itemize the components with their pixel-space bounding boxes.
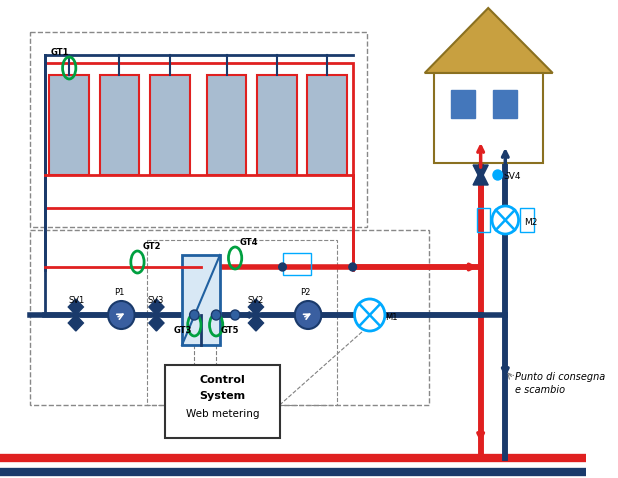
Circle shape bbox=[190, 310, 199, 320]
Text: M2: M2 bbox=[524, 218, 538, 227]
Polygon shape bbox=[473, 170, 488, 185]
Circle shape bbox=[349, 263, 357, 271]
Text: System: System bbox=[200, 391, 246, 401]
Text: SV2: SV2 bbox=[247, 296, 264, 305]
Text: GT5: GT5 bbox=[221, 326, 239, 335]
Text: P1: P1 bbox=[114, 288, 124, 297]
Circle shape bbox=[295, 301, 321, 329]
Polygon shape bbox=[248, 315, 263, 331]
Circle shape bbox=[492, 206, 519, 234]
Text: GT3: GT3 bbox=[174, 326, 192, 335]
FancyBboxPatch shape bbox=[307, 75, 347, 175]
FancyBboxPatch shape bbox=[49, 75, 89, 175]
FancyBboxPatch shape bbox=[434, 73, 543, 163]
FancyBboxPatch shape bbox=[166, 365, 280, 437]
Polygon shape bbox=[68, 299, 83, 315]
Text: GT1: GT1 bbox=[50, 48, 69, 57]
Text: Web metering: Web metering bbox=[186, 409, 260, 419]
Text: SV4: SV4 bbox=[504, 172, 521, 181]
FancyBboxPatch shape bbox=[451, 90, 475, 118]
FancyBboxPatch shape bbox=[150, 75, 190, 175]
Text: SV1: SV1 bbox=[68, 296, 85, 305]
Polygon shape bbox=[68, 315, 83, 331]
Circle shape bbox=[108, 301, 135, 329]
Circle shape bbox=[231, 310, 240, 320]
Circle shape bbox=[355, 299, 385, 331]
Text: GT2: GT2 bbox=[142, 242, 161, 251]
FancyBboxPatch shape bbox=[206, 75, 247, 175]
Text: Punto di consegna: Punto di consegna bbox=[515, 372, 605, 382]
Polygon shape bbox=[473, 165, 488, 180]
Circle shape bbox=[279, 263, 286, 271]
Circle shape bbox=[211, 310, 221, 320]
Text: Control: Control bbox=[200, 375, 246, 385]
Text: P2: P2 bbox=[300, 288, 311, 297]
Polygon shape bbox=[248, 299, 263, 315]
FancyBboxPatch shape bbox=[182, 255, 220, 345]
FancyBboxPatch shape bbox=[493, 90, 517, 118]
FancyBboxPatch shape bbox=[99, 75, 139, 175]
FancyBboxPatch shape bbox=[257, 75, 297, 175]
Text: e scambio: e scambio bbox=[515, 385, 565, 395]
Polygon shape bbox=[149, 315, 164, 331]
Polygon shape bbox=[425, 8, 552, 73]
Polygon shape bbox=[149, 299, 164, 315]
Text: M1: M1 bbox=[385, 313, 397, 322]
Text: GT4: GT4 bbox=[240, 238, 258, 247]
Text: SV3: SV3 bbox=[148, 296, 164, 305]
Circle shape bbox=[493, 170, 502, 180]
